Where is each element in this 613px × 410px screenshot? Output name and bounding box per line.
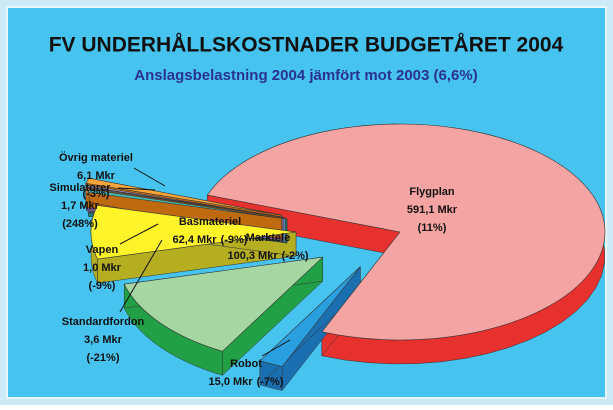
value-label: 591,1 Mkr bbox=[407, 204, 458, 216]
slice-label: Marktele bbox=[246, 232, 291, 244]
value-label: 62,4 Mkr bbox=[173, 234, 218, 246]
change-label: (-9%) bbox=[221, 234, 248, 246]
value-label: 6,1 Mkr bbox=[77, 170, 116, 182]
chart-subtitle: Anslagsbelastning 2004 jämfört mot 2003 … bbox=[134, 67, 477, 84]
slice-label: Övrig materiel bbox=[59, 151, 133, 164]
change-label: (-2%) bbox=[282, 250, 309, 262]
slice-label: Standardfordon bbox=[62, 316, 145, 328]
value-label: 3,6 Mkr bbox=[84, 334, 123, 346]
value-label: 1,0 Mkr bbox=[83, 262, 122, 274]
change-label: (-7%) bbox=[257, 376, 284, 388]
change-label: (11%) bbox=[418, 222, 447, 234]
slice-value-label: 100,3 Mkr (-2%) bbox=[227, 250, 308, 262]
slice-label: Vapen bbox=[86, 244, 119, 256]
slice-label: Flygplan bbox=[409, 186, 455, 198]
change-label: (248%) bbox=[62, 218, 98, 230]
change-label: (-21%) bbox=[86, 352, 119, 364]
change-label: (-9%) bbox=[89, 280, 116, 292]
slice-value-label: 62,4 Mkr(-9%) bbox=[173, 234, 248, 246]
value-label: 1,7 Mkr bbox=[61, 200, 100, 212]
slice-label: Robot bbox=[230, 358, 262, 370]
chart-title: FV UNDERHÅLLSKOSTNADER BUDGETÅRET 2004 bbox=[49, 33, 564, 57]
value-label: 15,0 Mkr bbox=[209, 376, 254, 388]
slice-value-label: 15,0 Mkr(-7%) bbox=[209, 376, 284, 388]
slice-label: Basmateriel bbox=[179, 216, 241, 228]
value-label: 100,3 Mkr bbox=[227, 250, 278, 262]
change-label: (-3%) bbox=[83, 188, 110, 200]
